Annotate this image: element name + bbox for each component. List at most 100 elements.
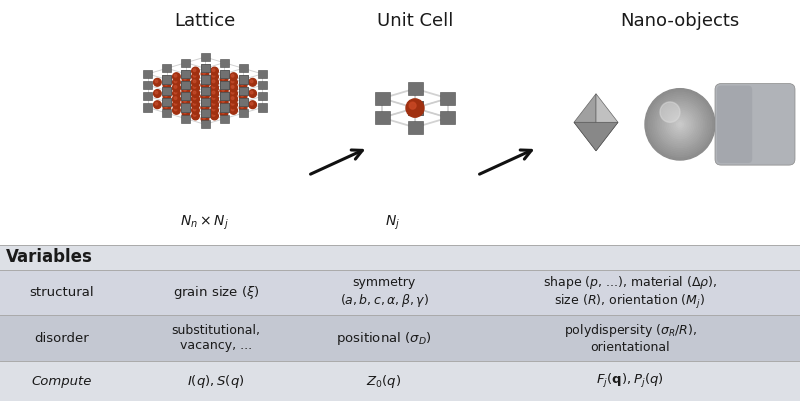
FancyBboxPatch shape: [258, 81, 266, 89]
Bar: [0, 245, 800, 270]
Circle shape: [222, 77, 225, 80]
FancyBboxPatch shape: [219, 70, 229, 78]
Circle shape: [193, 80, 196, 83]
Text: symmetry
$(a, b, c, \alpha, \beta, \gamma)$: symmetry $(a, b, c, \alpha, \beta, \gamm…: [339, 277, 429, 309]
Circle shape: [212, 102, 215, 105]
FancyBboxPatch shape: [219, 92, 229, 100]
Circle shape: [154, 101, 161, 109]
Circle shape: [210, 67, 218, 75]
Circle shape: [174, 85, 177, 88]
Circle shape: [174, 97, 177, 99]
FancyBboxPatch shape: [374, 92, 390, 105]
Circle shape: [184, 99, 186, 102]
Circle shape: [210, 101, 218, 109]
FancyBboxPatch shape: [238, 98, 248, 106]
FancyBboxPatch shape: [201, 87, 210, 95]
Text: disorder: disorder: [34, 332, 90, 344]
Circle shape: [249, 101, 257, 109]
Circle shape: [212, 102, 215, 105]
Circle shape: [666, 110, 694, 139]
FancyBboxPatch shape: [201, 98, 210, 106]
FancyBboxPatch shape: [201, 75, 210, 83]
FancyBboxPatch shape: [238, 64, 248, 72]
Circle shape: [202, 116, 206, 119]
Circle shape: [231, 91, 234, 94]
Circle shape: [202, 93, 209, 100]
Circle shape: [239, 81, 247, 89]
FancyBboxPatch shape: [717, 86, 752, 163]
Circle shape: [174, 91, 177, 94]
Circle shape: [658, 101, 702, 148]
Circle shape: [210, 95, 218, 103]
FancyBboxPatch shape: [182, 92, 190, 100]
FancyBboxPatch shape: [201, 98, 210, 106]
Circle shape: [231, 97, 234, 99]
Circle shape: [192, 79, 199, 86]
Circle shape: [652, 96, 708, 153]
Text: Nano-objects: Nano-objects: [620, 12, 740, 30]
Circle shape: [182, 98, 190, 106]
Circle shape: [193, 113, 196, 116]
Circle shape: [193, 91, 196, 94]
Circle shape: [222, 111, 225, 113]
Circle shape: [174, 102, 177, 105]
FancyBboxPatch shape: [162, 75, 171, 83]
Circle shape: [193, 102, 196, 105]
Circle shape: [192, 112, 199, 120]
FancyBboxPatch shape: [143, 103, 152, 111]
Circle shape: [202, 83, 206, 85]
Text: $F_j(\mathbf{q}), P_j(q)$: $F_j(\mathbf{q}), P_j(q)$: [596, 372, 664, 390]
Circle shape: [220, 76, 228, 83]
Circle shape: [182, 98, 190, 106]
FancyBboxPatch shape: [238, 109, 248, 117]
Circle shape: [212, 74, 215, 77]
FancyBboxPatch shape: [162, 75, 171, 83]
FancyBboxPatch shape: [441, 111, 455, 124]
Circle shape: [184, 88, 186, 91]
FancyBboxPatch shape: [162, 98, 171, 106]
Circle shape: [212, 91, 215, 94]
Text: positional ($\sigma_D$): positional ($\sigma_D$): [336, 330, 432, 346]
Circle shape: [184, 111, 186, 113]
FancyBboxPatch shape: [201, 87, 210, 95]
Text: substitutional,
vacancy, ...: substitutional, vacancy, ...: [171, 324, 261, 352]
Circle shape: [202, 83, 206, 85]
Circle shape: [230, 90, 238, 97]
Circle shape: [655, 99, 705, 149]
Circle shape: [193, 80, 196, 83]
FancyBboxPatch shape: [143, 70, 152, 78]
FancyBboxPatch shape: [182, 81, 190, 89]
Circle shape: [220, 98, 228, 106]
Circle shape: [654, 97, 706, 151]
Circle shape: [155, 80, 158, 83]
Circle shape: [202, 103, 209, 111]
Circle shape: [210, 84, 218, 92]
Circle shape: [154, 79, 161, 86]
Circle shape: [173, 101, 180, 109]
Bar: [0, 361, 800, 401]
FancyBboxPatch shape: [201, 64, 210, 72]
Circle shape: [193, 108, 196, 111]
Circle shape: [220, 87, 228, 95]
Circle shape: [202, 71, 206, 74]
Circle shape: [202, 105, 206, 108]
FancyBboxPatch shape: [238, 98, 248, 106]
Circle shape: [210, 101, 218, 109]
Text: $N_n \times N_j$: $N_n \times N_j$: [181, 214, 230, 232]
Circle shape: [174, 97, 177, 99]
Circle shape: [660, 102, 680, 122]
Circle shape: [182, 109, 190, 117]
FancyBboxPatch shape: [201, 53, 210, 61]
FancyBboxPatch shape: [374, 111, 390, 124]
FancyBboxPatch shape: [407, 82, 422, 95]
Circle shape: [202, 81, 209, 89]
Bar: [0, 270, 800, 315]
FancyBboxPatch shape: [162, 98, 171, 106]
Circle shape: [212, 97, 215, 99]
Circle shape: [210, 73, 218, 81]
Circle shape: [250, 91, 253, 94]
Circle shape: [210, 106, 218, 114]
Circle shape: [241, 94, 243, 97]
Polygon shape: [574, 122, 618, 151]
Circle shape: [155, 102, 158, 105]
